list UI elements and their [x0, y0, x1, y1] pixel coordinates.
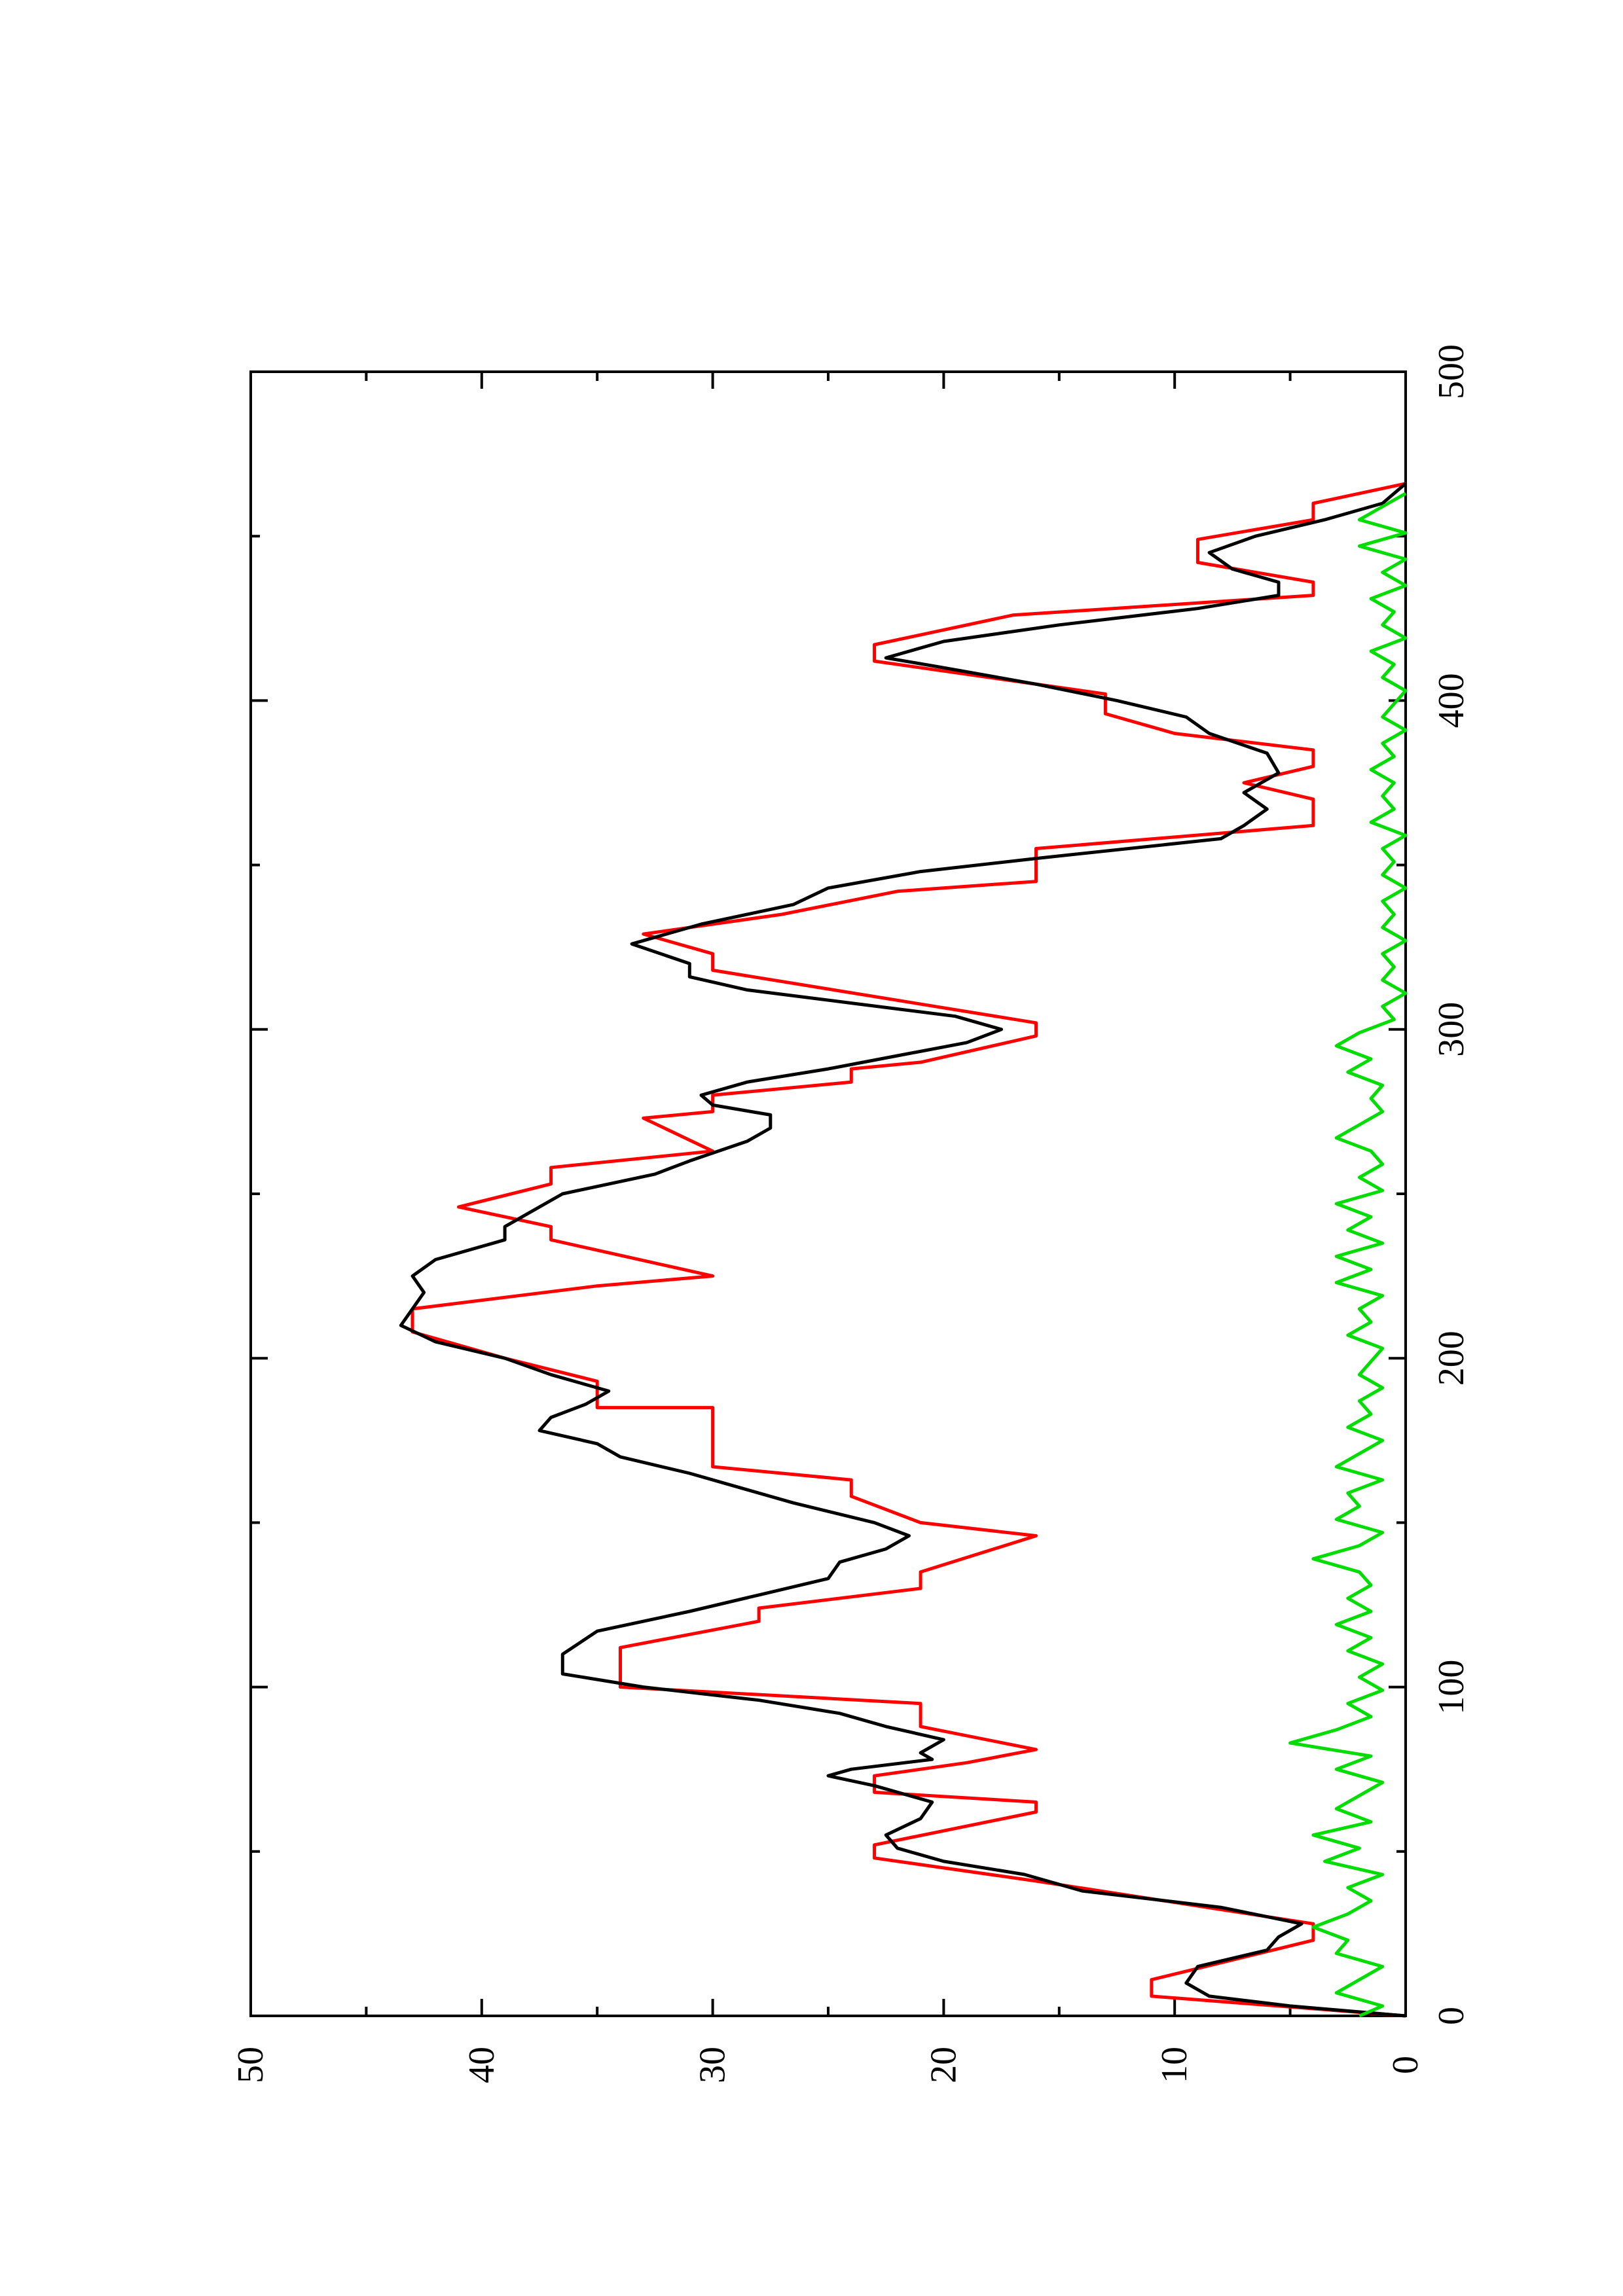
y-tick-label: 30	[693, 2047, 733, 2083]
data-series	[399, 482, 1408, 2018]
y-tick-label: 20	[923, 2047, 964, 2083]
series-line-2	[399, 482, 1407, 2018]
series-line-1	[410, 482, 1406, 2018]
x-tick-label: 200	[1431, 1331, 1472, 1386]
x-tick-label: 500	[1431, 344, 1472, 399]
x-tick-label: 300	[1431, 1002, 1472, 1057]
x-tick-label: 400	[1431, 673, 1472, 728]
series-line-3	[1288, 492, 1408, 2018]
x-tick-label: 100	[1431, 1660, 1472, 1715]
plot-frame	[249, 370, 1407, 2017]
axis-ticks	[249, 370, 1407, 2017]
x-tick-label: 0	[1431, 2007, 1472, 2025]
y-tick-label: 50	[230, 2047, 271, 2083]
axis-tick-labels: 0 100 200 300 400 500 0 10 20 30 40 50	[230, 344, 1472, 2083]
y-tick-label: 40	[462, 2047, 502, 2083]
y-tick-label: 10	[1154, 2047, 1195, 2083]
y-tick-label: 0	[1385, 2056, 1426, 2074]
